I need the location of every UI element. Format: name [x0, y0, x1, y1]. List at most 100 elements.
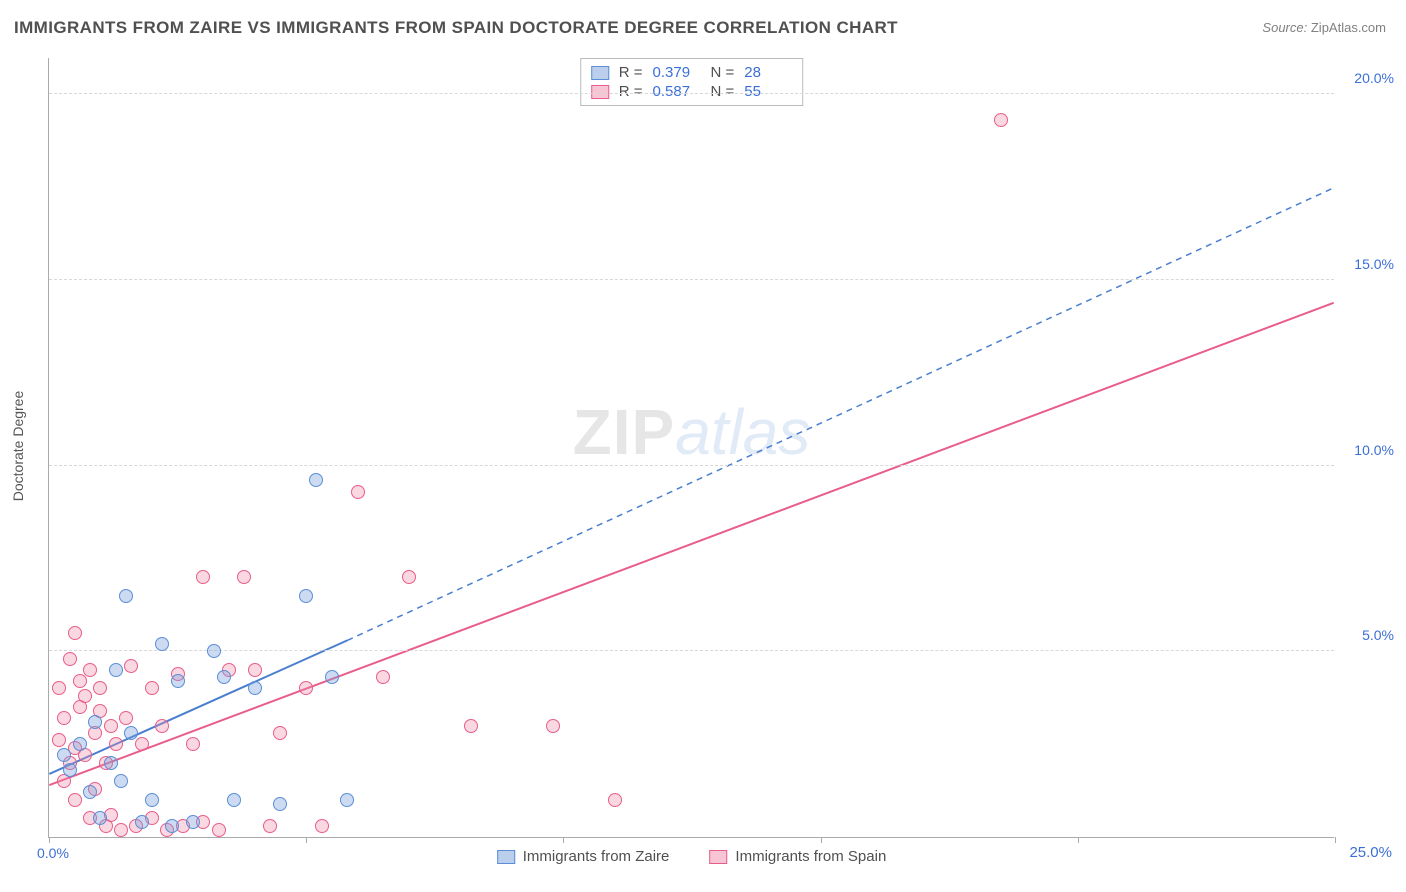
swatch-series1-icon [497, 850, 515, 864]
x-min-label: 0.0% [37, 845, 69, 861]
y-tick-label: 10.0% [1339, 442, 1394, 458]
data-point [299, 589, 313, 603]
legend-item-1: Immigrants from Zaire [497, 848, 670, 865]
data-point [114, 774, 128, 788]
data-point [315, 819, 329, 833]
y-tick-label: 5.0% [1339, 627, 1394, 643]
data-point [273, 797, 287, 811]
data-point [57, 748, 71, 762]
r-value-1: 0.379 [653, 64, 701, 81]
data-point [145, 793, 159, 807]
data-point [73, 674, 87, 688]
legend-bottom: Immigrants from Zaire Immigrants from Sp… [497, 848, 887, 865]
watermark-part1: ZIP [573, 396, 676, 468]
trend-line [347, 188, 1333, 641]
data-point [104, 756, 118, 770]
data-point [68, 793, 82, 807]
watermark-part2: atlas [675, 396, 810, 468]
n-label: N = [711, 83, 735, 100]
legend-stats-row-2: R = 0.587 N = 55 [591, 82, 793, 101]
legend-stats-box: R = 0.379 N = 28 R = 0.587 N = 55 [580, 58, 804, 106]
data-point [608, 793, 622, 807]
legend-item-2: Immigrants from Spain [709, 848, 886, 865]
data-point [299, 681, 313, 695]
data-point [93, 681, 107, 695]
n-value-1: 28 [744, 64, 792, 81]
data-point [325, 670, 339, 684]
data-point [171, 674, 185, 688]
source-attribution: Source: ZipAtlas.com [1262, 20, 1386, 35]
data-point [155, 637, 169, 651]
x-max-label: 25.0% [1349, 844, 1392, 861]
data-point [309, 473, 323, 487]
legend-label-1: Immigrants from Zaire [523, 848, 670, 865]
data-point [217, 670, 231, 684]
data-point [73, 737, 87, 751]
r-label: R = [619, 64, 643, 81]
x-tick [1335, 837, 1336, 843]
x-tick [821, 837, 822, 843]
data-point [351, 485, 365, 499]
data-point [119, 589, 133, 603]
data-point [546, 719, 560, 733]
x-tick [306, 837, 307, 843]
data-point [165, 819, 179, 833]
y-tick-label: 20.0% [1339, 70, 1394, 86]
trend-line [49, 303, 1333, 785]
data-point [114, 823, 128, 837]
x-tick [49, 837, 50, 843]
gridline [49, 93, 1334, 94]
data-point [93, 811, 107, 825]
data-point [155, 719, 169, 733]
gridline [49, 650, 1334, 651]
y-tick-label: 15.0% [1339, 256, 1394, 272]
data-point [376, 670, 390, 684]
data-point [273, 726, 287, 740]
data-point [135, 737, 149, 751]
data-point [124, 726, 138, 740]
swatch-series2-icon [591, 85, 609, 99]
data-point [52, 681, 66, 695]
data-point [68, 626, 82, 640]
data-point [212, 823, 226, 837]
data-point [402, 570, 416, 584]
data-point [52, 733, 66, 747]
data-point [63, 652, 77, 666]
n-value-2: 55 [744, 83, 792, 100]
data-point [88, 715, 102, 729]
data-point [263, 819, 277, 833]
gridline [49, 279, 1334, 280]
x-tick [1078, 837, 1079, 843]
swatch-series2-icon [709, 850, 727, 864]
data-point [63, 763, 77, 777]
data-point [104, 719, 118, 733]
data-point [186, 815, 200, 829]
data-point [186, 737, 200, 751]
source-value: ZipAtlas.com [1311, 20, 1386, 35]
gridline [49, 465, 1334, 466]
trend-lines-layer [49, 58, 1334, 837]
data-point [109, 737, 123, 751]
n-label: N = [711, 64, 735, 81]
scatter-plot: ZIPatlas R = 0.379 N = 28 R = 0.587 N = … [48, 58, 1334, 838]
data-point [464, 719, 478, 733]
data-point [135, 815, 149, 829]
data-point [78, 689, 92, 703]
r-value-2: 0.587 [653, 83, 701, 100]
data-point [207, 644, 221, 658]
legend-stats-row-1: R = 0.379 N = 28 [591, 63, 793, 82]
x-tick [563, 837, 564, 843]
source-label: Source: [1262, 20, 1307, 35]
data-point [248, 681, 262, 695]
legend-label-2: Immigrants from Spain [735, 848, 886, 865]
data-point [994, 113, 1008, 127]
data-point [124, 659, 138, 673]
y-axis-label: Doctorate Degree [10, 391, 26, 502]
data-point [237, 570, 251, 584]
data-point [248, 663, 262, 677]
swatch-series1-icon [591, 66, 609, 80]
data-point [83, 785, 97, 799]
data-point [340, 793, 354, 807]
data-point [83, 663, 97, 677]
data-point [109, 663, 123, 677]
